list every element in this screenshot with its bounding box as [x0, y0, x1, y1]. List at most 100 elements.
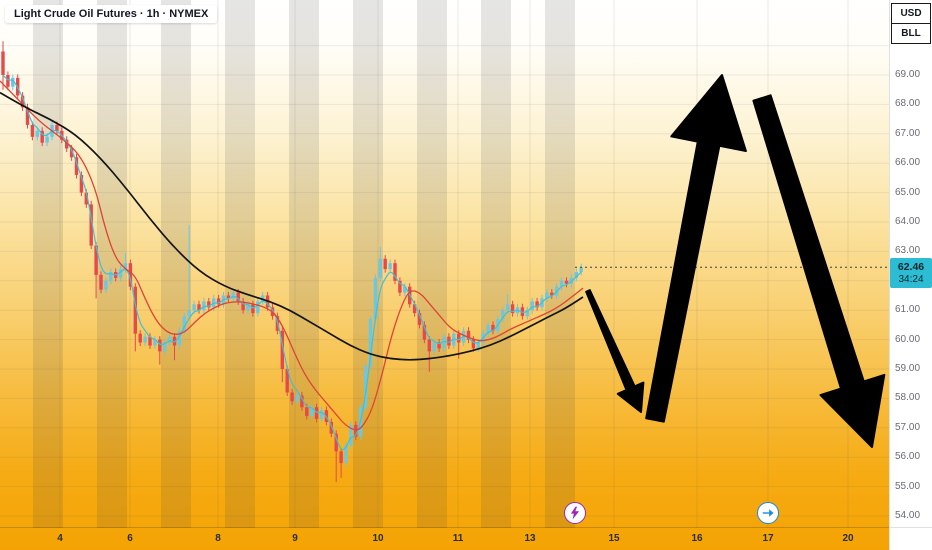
- candle-body: [486, 324, 490, 334]
- price-label: 64.00: [895, 216, 921, 227]
- ma-slow-line: [0, 91, 584, 361]
- last-price-value: 62.46: [897, 261, 925, 274]
- currency-label[interactable]: USD: [900, 8, 922, 19]
- candle-body: [197, 304, 201, 311]
- candle-body: [177, 330, 182, 346]
- candle-body: [45, 136, 49, 143]
- candle-body: [138, 333, 142, 343]
- candle-body: [314, 407, 319, 419]
- time-label: 15: [608, 533, 620, 544]
- candle-body: [246, 304, 250, 311]
- price-label: 61.00: [895, 304, 921, 316]
- candle-body: [20, 95, 25, 108]
- candle-body: [520, 307, 525, 317]
- time-axis[interactable]: 4 6 8 9 10 11 13 15 16 17 20: [0, 527, 890, 550]
- candle-body: [388, 263, 392, 270]
- price-label: 67.00: [895, 127, 921, 139]
- candle-body: [442, 336, 446, 349]
- small-down-arrow[interactable]: [585, 289, 645, 413]
- unit-label[interactable]: BLL: [892, 23, 930, 43]
- candle-body: [550, 292, 554, 296]
- price-label: 68.00: [895, 98, 921, 110]
- session-band: [289, 0, 319, 528]
- big-down-arrow[interactable]: [752, 94, 886, 448]
- candle-body: [79, 175, 84, 193]
- candle-body: [349, 424, 353, 446]
- price-label: 65.00: [895, 186, 921, 198]
- candle-body: [187, 310, 191, 317]
- price-label: 56.00: [895, 451, 921, 463]
- candle-body: [118, 269, 123, 278]
- candle-body: [403, 286, 407, 293]
- candle-body: [344, 445, 348, 463]
- price-label: 57.00: [895, 421, 921, 433]
- candle-body: [319, 410, 324, 419]
- candle-body: [329, 421, 333, 434]
- symbol-title[interactable]: Light Crude Oil Futures · 1h · NYMEX: [5, 5, 218, 23]
- candle-body: [256, 301, 260, 314]
- candle-body: [216, 298, 221, 305]
- candle-body: [89, 204, 93, 246]
- candle-body: [40, 130, 44, 143]
- candle-body: [324, 410, 329, 422]
- candle-body: [167, 336, 172, 343]
- candle-body: [148, 336, 152, 346]
- unit-box[interactable]: USD BLL: [891, 3, 931, 44]
- session-band: [161, 0, 191, 528]
- big-up-arrow[interactable]: [645, 74, 747, 423]
- candle-body: [300, 395, 304, 408]
- candle-body: [393, 263, 397, 281]
- price-label: 66.00: [895, 157, 921, 169]
- ma-fast-line: [2, 74, 582, 451]
- session-band: [225, 0, 255, 528]
- candle-body: [339, 451, 343, 464]
- chart-canvas[interactable]: [0, 0, 890, 528]
- candle-body: [525, 310, 529, 317]
- candle-body: [476, 342, 480, 349]
- session-band: [33, 0, 63, 528]
- time-label: 17: [762, 533, 774, 544]
- candle-body: [30, 125, 35, 137]
- candle-body: [231, 292, 235, 299]
- candle-body: [285, 369, 289, 393]
- lightning-icon[interactable]: [564, 502, 586, 524]
- time-label: 8: [215, 533, 221, 544]
- candle-body: [363, 366, 368, 408]
- candle-body: [35, 130, 39, 137]
- candle-body: [65, 139, 69, 149]
- candle-body: [491, 324, 495, 331]
- candle-body: [1, 51, 5, 75]
- candle-body: [506, 304, 510, 311]
- lightning-glyph: [570, 506, 580, 520]
- candle-body: [99, 274, 103, 290]
- time-label: 10: [372, 533, 384, 544]
- price-label: 69.00: [895, 69, 921, 80]
- candle-body: [207, 301, 211, 308]
- candle-body: [143, 336, 147, 343]
- candle-body: [84, 192, 88, 205]
- candle-body: [373, 277, 378, 320]
- candle-body: [545, 292, 549, 299]
- candle-body: [202, 301, 206, 311]
- time-label: 6: [127, 533, 133, 544]
- candle-body: [383, 258, 387, 270]
- candle-body: [559, 280, 564, 287]
- candle-body: [457, 333, 461, 343]
- candle-body: [535, 301, 539, 308]
- ma-mid-line: [0, 80, 584, 431]
- candle-body: [295, 395, 299, 402]
- candle-body: [192, 304, 196, 311]
- arrow-right-glyph: [762, 509, 774, 517]
- candle-body: [133, 286, 137, 334]
- price-label: 58.00: [895, 392, 921, 404]
- goto-realtime-arrow-icon[interactable]: [757, 502, 779, 524]
- session-band: [481, 0, 511, 528]
- candle-body: [510, 304, 515, 314]
- bar-countdown: 34:24: [898, 274, 924, 286]
- time-label: 13: [524, 533, 536, 544]
- price-label: 54.00: [895, 510, 921, 521]
- candle-body: [280, 330, 284, 369]
- candle-body: [579, 267, 583, 272]
- candle-body: [251, 304, 255, 314]
- candle-body: [25, 107, 30, 125]
